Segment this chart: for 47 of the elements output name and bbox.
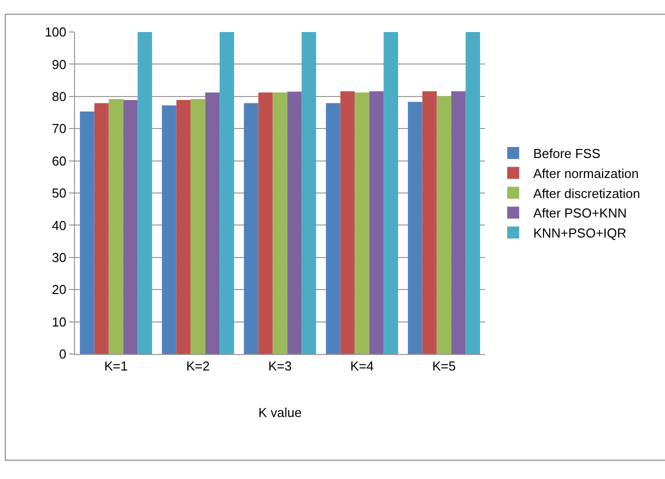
bar: [384, 32, 398, 354]
bar: [205, 92, 220, 354]
bar: [244, 103, 258, 354]
bar: [190, 98, 206, 354]
x-tick-label: K=4: [350, 358, 374, 374]
bar: [80, 112, 94, 354]
y-tick-label: 90: [52, 56, 66, 72]
bar: [123, 100, 138, 354]
bar: [466, 32, 480, 354]
bar: [451, 91, 466, 354]
bar: [258, 92, 273, 354]
x-axis-title: K value: [258, 405, 302, 420]
x-tick-label: K=2: [186, 358, 210, 374]
bar: [326, 103, 340, 354]
x-tick-label: K=5: [432, 358, 456, 374]
legend-label: After normaization: [533, 166, 639, 181]
bar: [94, 103, 109, 354]
bar: [408, 102, 422, 354]
legend-label: After discretization: [533, 186, 640, 201]
bar: [272, 92, 288, 354]
bar: [422, 91, 437, 354]
x-tick-label: K=3: [268, 358, 292, 374]
x-tick-label: K=1: [104, 358, 128, 374]
bar: [138, 32, 152, 354]
bar: [354, 92, 370, 354]
bar: [108, 98, 124, 354]
y-tick-label: 30: [52, 250, 66, 265]
y-tick-label: 60: [52, 153, 66, 168]
legend-label: KNN+PSO+IQR: [533, 226, 626, 241]
y-tick-label: 0: [59, 346, 66, 362]
y-tick-label: 70: [52, 121, 66, 136]
bar: [176, 100, 191, 354]
y-tick-label: 10: [52, 314, 66, 330]
legend-label: Before FSS: [533, 146, 601, 162]
legend-label: After PSO+KNN: [533, 206, 627, 221]
y-tick-label: 40: [52, 218, 66, 233]
bar: [302, 32, 316, 354]
bar: [340, 91, 355, 354]
bar: [369, 91, 384, 354]
y-tick-label: 20: [52, 282, 66, 298]
bar: [220, 32, 234, 354]
y-tick-label: 100: [44, 24, 66, 40]
bar: [436, 96, 452, 354]
y-tick-label: 50: [52, 186, 66, 201]
bar: [162, 105, 176, 354]
bar: [287, 92, 302, 354]
y-tick-label: 80: [52, 88, 66, 104]
